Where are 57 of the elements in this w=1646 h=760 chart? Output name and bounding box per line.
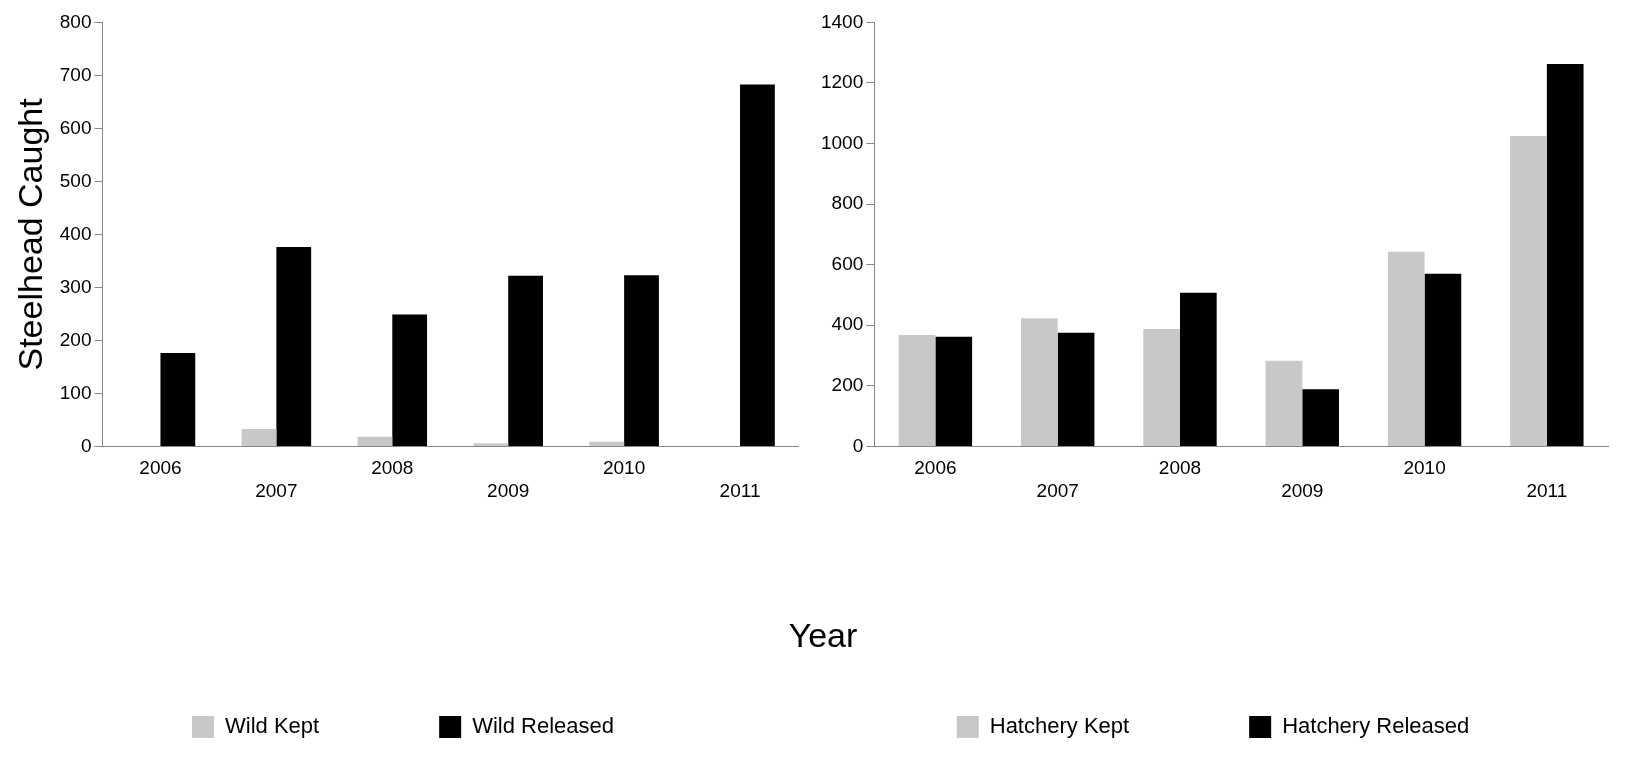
bar <box>276 247 312 446</box>
bar <box>1387 251 1425 446</box>
bar <box>898 334 936 446</box>
x-tick-label: 2008 <box>1158 457 1202 479</box>
legend-label: Wild Kept <box>225 713 320 739</box>
x-tick-label: 2011 <box>719 479 761 501</box>
x-tick-label: 2007 <box>1036 479 1079 501</box>
y-tick-label: 300 <box>59 275 92 297</box>
bar <box>1143 328 1180 446</box>
y-tick-label: 200 <box>59 328 92 350</box>
x-tick-label: 2009 <box>1281 479 1324 501</box>
bar <box>392 314 428 446</box>
bar <box>1424 273 1462 446</box>
bar <box>1510 135 1547 446</box>
y-tick-label: 0 <box>80 434 92 456</box>
legend-label: Hatchery Kept <box>989 713 1130 739</box>
bar <box>1057 332 1095 446</box>
x-tick-label: 2006 <box>914 457 957 479</box>
bar <box>740 84 775 446</box>
x-axis-title: Year <box>787 616 859 655</box>
bar <box>1021 318 1058 446</box>
y-tick-label: 600 <box>59 116 92 138</box>
bar <box>473 443 509 446</box>
y-axis-title: Steelhead Caught <box>10 97 49 371</box>
legend-label: Wild Released <box>472 713 614 739</box>
y-tick-label: 800 <box>59 10 92 32</box>
bar <box>241 428 277 446</box>
bar <box>1302 389 1339 446</box>
y-tick-label: 100 <box>59 381 92 403</box>
y-tick-label: 800 <box>831 192 864 214</box>
bar <box>624 275 659 446</box>
bar <box>589 441 625 446</box>
bar <box>160 353 196 446</box>
bar <box>357 436 393 446</box>
x-tick-label: 2010 <box>602 457 646 479</box>
bar <box>1179 292 1217 446</box>
x-tick-label: 2009 <box>487 479 530 501</box>
y-tick-label: 0 <box>852 434 864 456</box>
x-tick-label: 2008 <box>371 457 414 479</box>
bar <box>1265 360 1303 446</box>
y-tick-label: 500 <box>59 169 92 191</box>
bar <box>935 336 973 446</box>
y-tick-label: 1200 <box>820 71 864 93</box>
x-tick-label: 2006 <box>139 457 182 479</box>
legend-label: Hatchery Released <box>1282 713 1470 739</box>
y-tick-label: 700 <box>59 63 92 85</box>
x-tick-label: 2007 <box>255 479 298 501</box>
y-tick-label: 400 <box>831 313 864 335</box>
x-tick-label: 2010 <box>1403 457 1446 479</box>
y-tick-label: 400 <box>59 222 92 244</box>
x-tick-label: 2011 <box>1526 479 1568 501</box>
bar <box>508 275 543 446</box>
y-tick-label: 600 <box>831 252 864 274</box>
y-tick-label: 200 <box>831 374 864 396</box>
bar <box>1546 63 1584 446</box>
y-tick-label: 1000 <box>820 131 864 153</box>
y-tick-label: 1400 <box>820 10 864 32</box>
